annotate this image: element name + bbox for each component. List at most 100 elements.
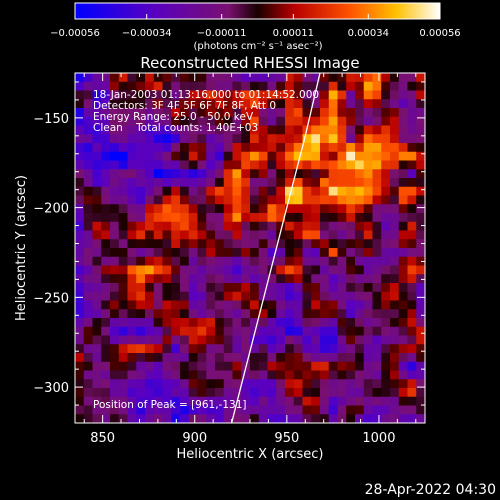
heatmap-cell [267,116,277,127]
heatmap-cell [407,239,417,249]
heatmap-cell [118,108,129,118]
heatmap-cell [285,178,295,188]
heatmap-cell [276,169,286,179]
heatmap-cell [92,73,102,83]
heatmap-cell [398,178,409,188]
heatmap-cell [416,239,425,249]
heatmap-cell [346,361,356,372]
heatmap-cell [346,274,356,284]
heatmap-cell [232,73,242,83]
heatmap-cell [407,318,417,328]
heatmap-cell [75,239,85,249]
heatmap-cell [293,239,304,249]
heatmap-cell [145,160,155,170]
heatmap-cell [223,335,234,345]
heatmap-cell [110,239,120,249]
heatmap-cell [320,178,330,188]
heatmap-cell [416,291,425,302]
heatmap-cell [110,169,120,179]
heatmap-cell [390,370,400,380]
heatmap-cell [355,134,365,144]
heatmap-cell [250,213,260,223]
heatmap-cell [407,204,417,214]
heatmap-cell [363,134,374,144]
heatmap-cell [328,248,339,258]
heatmap-cell [118,265,129,275]
heatmap-cell [188,396,199,407]
heatmap-cell [92,335,102,345]
heatmap-cell [206,388,216,398]
heatmap-cell [328,125,339,135]
heatmap-cell [136,274,146,284]
heatmap-cell [197,248,207,258]
heatmap-cell [337,116,347,127]
heatmap-cell [302,344,312,354]
heatmap-cell [250,221,260,232]
heatmap-cell [390,274,400,284]
heatmap-cell [398,326,409,337]
heatmap-cell [250,195,260,205]
heatmap-cell [241,230,251,240]
heatmap-cell [241,160,251,170]
heatmap-cell [171,309,181,319]
heatmap-cell [258,265,269,275]
heatmap-cell [153,186,164,197]
heatmap-cell [180,344,190,354]
heatmap-cell [136,318,146,328]
heatmap-cell [285,326,295,337]
heatmap-cell [398,81,409,92]
heatmap-cell [328,265,339,275]
heatmap-cell [293,274,304,284]
heatmap-cell [398,239,409,249]
heatmap-cell [232,379,242,389]
heatmap-cell [197,388,207,398]
heatmap-cell [180,256,190,267]
heatmap-cell [311,81,321,92]
heatmap-cell [416,388,425,398]
heatmap-cell [75,379,85,389]
heatmap-cell [162,160,172,170]
heatmap-cell [293,396,304,407]
heatmap-cell [285,213,295,223]
heatmap-cell [180,99,190,109]
heatmap-cell [302,396,312,407]
heatmap-cell [145,230,155,240]
heatmap-cell [83,396,94,407]
heatmap-cell [180,353,190,363]
heatmap-cell [355,344,365,354]
heatmap-cell [328,99,339,109]
heatmap-cell [241,388,251,398]
heatmap-cell [241,405,251,415]
heatmap-cell [328,274,339,284]
x-tick-label: 900 [182,431,207,446]
heatmap-cell [180,326,190,337]
heatmap-cell [118,291,129,302]
heatmap-cell [337,361,347,372]
heatmap-cell [145,318,155,328]
heatmap-cell [285,344,295,354]
heatmap-cell [285,335,295,345]
heatmap-cell [223,414,234,423]
heatmap-cell [311,326,321,337]
heatmap-cell [328,414,339,423]
heatmap-cell [337,204,347,214]
heatmap-cell [416,414,425,423]
heatmap-cell [293,169,304,179]
heatmap-cell [197,134,207,144]
heatmap-cell [197,370,207,380]
heatmap-cell [346,370,356,380]
heatmap-cell [302,186,312,197]
heatmap-cell [416,379,425,389]
heatmap-cell [337,309,347,319]
heatmap-cell [276,379,286,389]
heatmap-cell [136,143,146,153]
heatmap-cell [398,90,409,100]
heatmap-cell [320,256,330,267]
heatmap-cell [118,309,129,319]
heatmap-cell [241,90,251,100]
heatmap-cell [328,309,339,319]
heatmap-cell [355,178,365,188]
heatmap-cell [127,361,137,372]
heatmap-cell [83,160,94,170]
